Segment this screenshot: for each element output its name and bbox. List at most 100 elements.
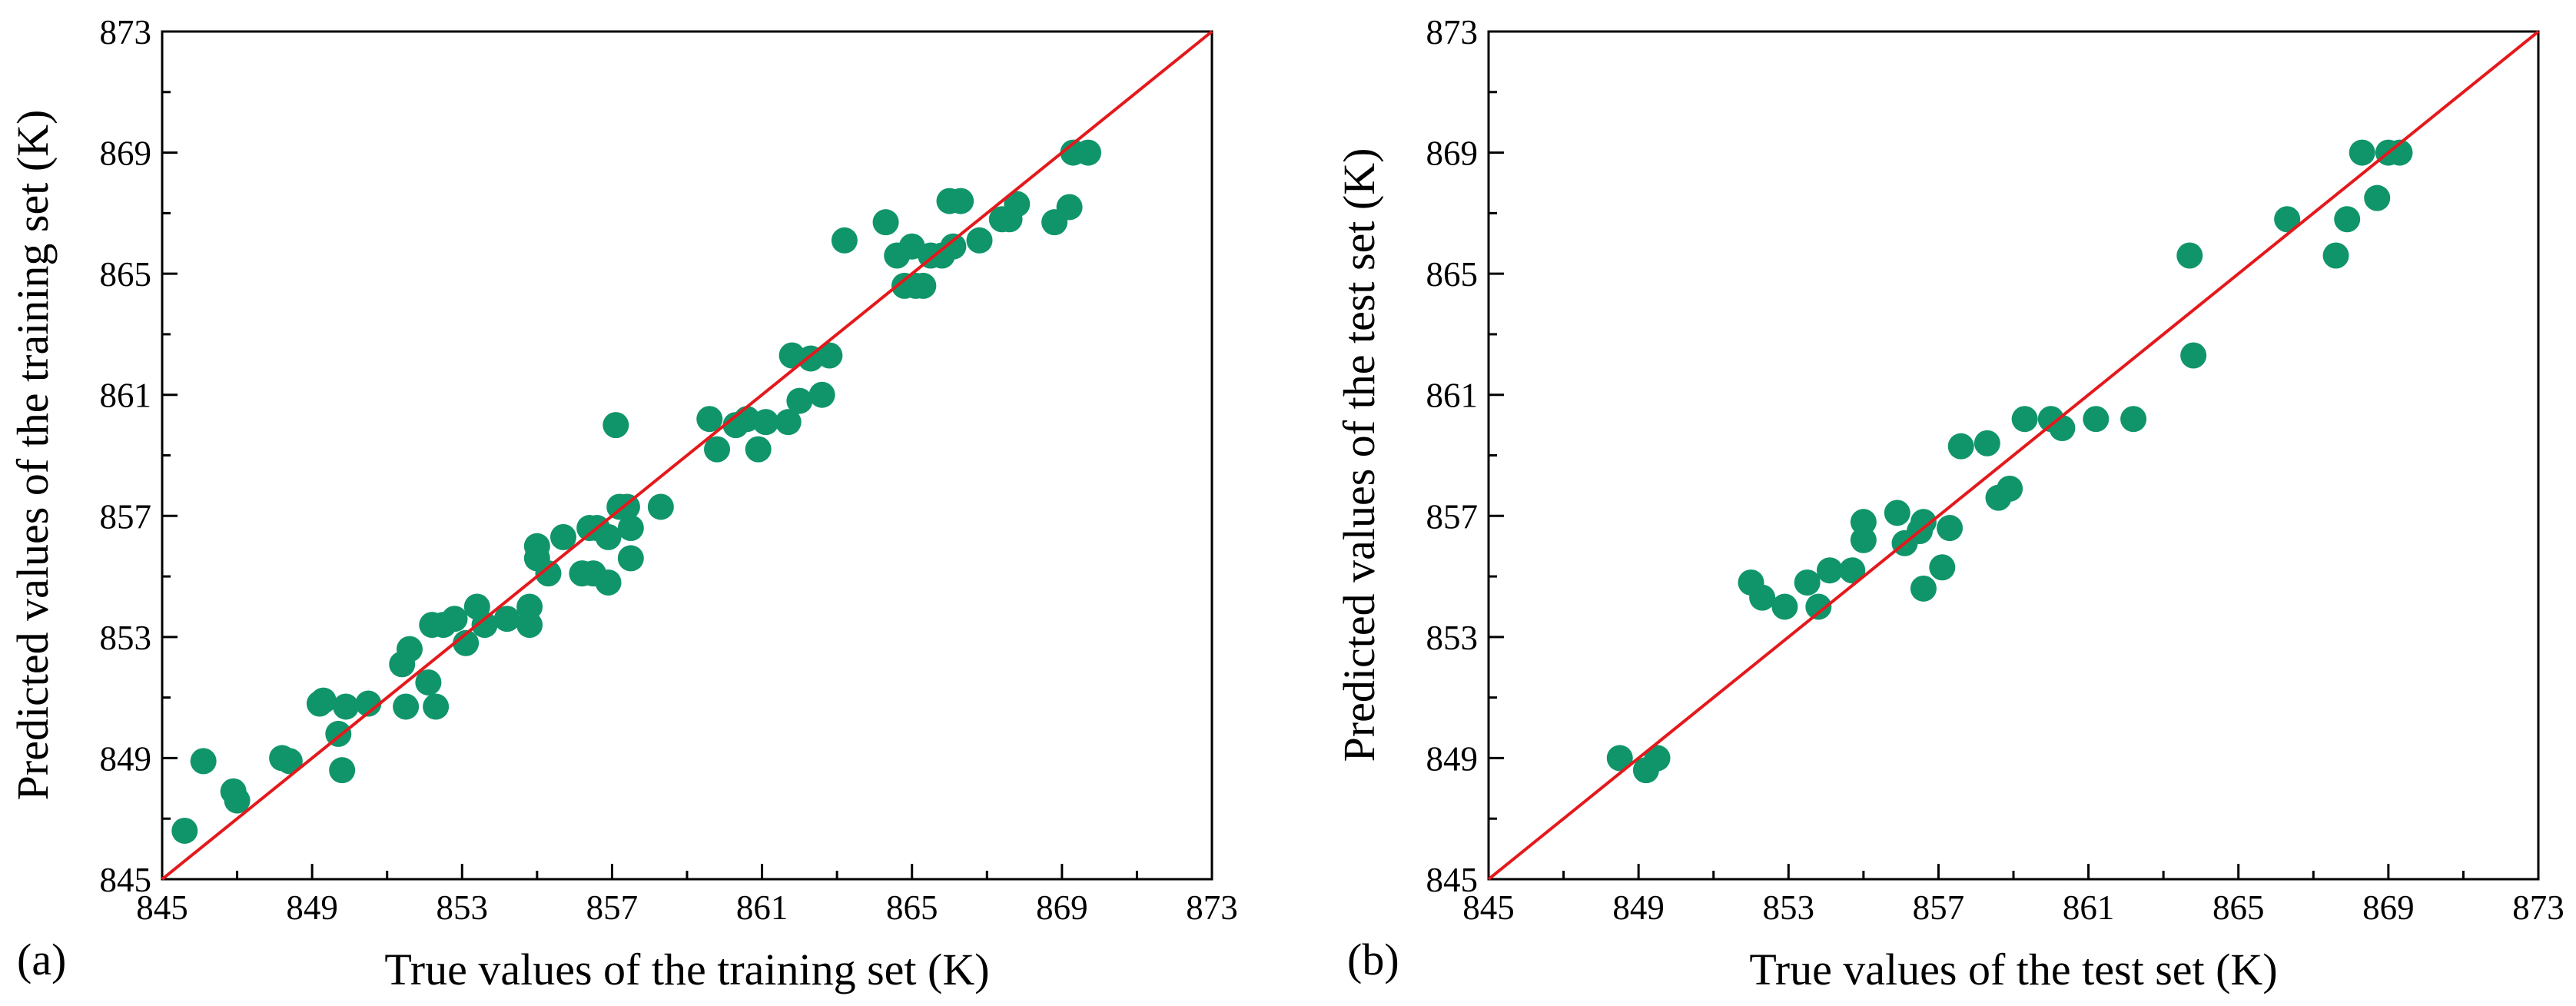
data-point	[1075, 139, 1102, 166]
data-point	[276, 748, 303, 775]
y-tick-label: 857	[100, 497, 152, 536]
y-axis-title: Predicted values of the training set (K)	[8, 110, 58, 801]
data-point	[872, 209, 899, 236]
data-point	[1937, 515, 1964, 542]
data-point	[2349, 139, 2375, 166]
data-point	[617, 515, 644, 542]
y-equals-x-line	[1487, 30, 2540, 881]
data-point	[535, 560, 562, 587]
data-point	[1644, 745, 1671, 772]
y-tick-label: 857	[1426, 497, 1479, 536]
y-tick-label: 845	[100, 861, 152, 899]
data-point	[329, 757, 356, 784]
data-point	[1850, 509, 1877, 536]
data-point	[516, 593, 543, 620]
data-point	[423, 693, 450, 720]
data-point	[1004, 191, 1031, 217]
data-point	[816, 342, 843, 369]
y-tick-label: 861	[1426, 377, 1479, 415]
data-point	[1910, 575, 1937, 602]
data-point	[1794, 569, 1821, 596]
data-point	[940, 233, 967, 260]
data-point	[1771, 593, 1798, 620]
data-point	[224, 787, 251, 814]
data-point	[1749, 584, 1776, 611]
y-tick-label: 853	[100, 619, 152, 657]
data-point	[1606, 745, 1633, 772]
x-tick-label: 853	[437, 888, 489, 927]
data-point	[493, 606, 520, 632]
data-point	[617, 545, 644, 572]
data-point	[2364, 184, 2391, 211]
y-equals-x-line	[161, 30, 1213, 881]
panel-label-a: (a)	[17, 935, 66, 984]
data-point	[516, 612, 543, 639]
points-layer	[171, 139, 1102, 844]
y-tick-label: 869	[1426, 134, 1479, 173]
data-point	[523, 533, 550, 559]
data-point	[1884, 500, 1910, 526]
data-point	[808, 381, 835, 408]
data-point	[831, 227, 858, 254]
data-point	[2322, 242, 2349, 269]
data-point	[1973, 430, 2000, 457]
data-point	[603, 412, 629, 439]
data-point	[752, 409, 779, 436]
x-tick-label: 845	[1462, 888, 1515, 927]
data-point	[910, 272, 937, 299]
y-tick-label: 849	[1426, 739, 1479, 778]
data-point	[704, 436, 731, 463]
x-tick-label: 849	[286, 888, 338, 927]
x-tick-label: 857	[586, 888, 639, 927]
data-point	[396, 636, 423, 662]
y-tick-label: 873	[100, 13, 152, 51]
data-point	[441, 606, 468, 632]
data-point	[696, 406, 723, 433]
data-point	[471, 612, 498, 639]
x-axis-title: True values of the training set (K)	[384, 945, 989, 994]
data-point	[775, 409, 802, 436]
data-point	[1056, 194, 1083, 221]
data-point	[2180, 342, 2207, 369]
y-tick-label: 865	[100, 255, 152, 294]
data-point	[1947, 433, 1974, 460]
data-point	[1929, 554, 1956, 581]
x-tick-label: 853	[1763, 888, 1815, 927]
y-axis-title: Predicted values of the test set (K)	[1334, 148, 1384, 762]
y-tick-label: 853	[1426, 619, 1479, 657]
data-point	[2386, 139, 2413, 166]
data-point	[1839, 557, 1866, 584]
data-point	[1805, 593, 1832, 620]
data-point	[415, 669, 442, 696]
data-point	[1997, 475, 2023, 502]
data-point	[647, 493, 674, 520]
data-point	[2083, 406, 2110, 433]
x-tick-label: 869	[1036, 888, 1088, 927]
data-point	[786, 387, 813, 414]
data-point	[745, 436, 772, 463]
x-tick-label: 873	[2512, 888, 2564, 927]
data-point	[2176, 242, 2203, 269]
data-point	[2011, 406, 2038, 433]
data-point	[1910, 509, 1937, 536]
data-point	[1850, 526, 1877, 553]
y-tick-label: 873	[1426, 13, 1479, 51]
x-tick-label: 845	[136, 888, 188, 927]
data-point	[1816, 557, 1843, 584]
data-point	[2334, 206, 2361, 233]
data-point	[2049, 415, 2076, 442]
data-point	[190, 748, 217, 775]
y-tick-label: 849	[100, 739, 152, 778]
data-point	[595, 569, 622, 596]
data-point	[966, 227, 993, 254]
data-point	[171, 817, 198, 844]
data-point	[333, 693, 360, 720]
data-point	[595, 523, 622, 550]
data-point	[355, 690, 382, 717]
y-tick-label: 845	[1426, 861, 1479, 899]
x-tick-label: 861	[736, 888, 788, 927]
x-tick-label: 861	[2063, 888, 2115, 927]
